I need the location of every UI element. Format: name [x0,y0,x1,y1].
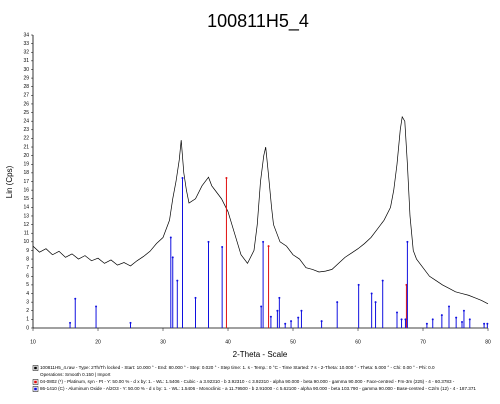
x-tick-label: 40 [225,339,231,345]
legend-color [34,366,37,370]
x-tick-label: 70 [420,339,426,345]
x-tick-label: 30 [160,339,166,345]
y-axis-label: Lin (Cps) [5,165,14,198]
y-tick-label: 34 [23,32,29,38]
y-tick-label: 18 [23,170,29,176]
stick-marker [468,318,471,321]
legend-color [34,387,37,391]
y-tick-label: 10 [23,239,29,245]
stick-marker [171,256,174,259]
y-tick-label: 13 [23,213,29,219]
y-tick-label: 8 [26,256,29,262]
legend-label: 86-1410 (C) - Aluminum Oxide - Al2O3 - Y… [40,386,476,391]
stick-marker [357,283,360,286]
stick-marker [374,301,377,304]
stick-marker [448,305,450,308]
x-tick-label: 10 [30,339,36,345]
stick-marker [284,322,287,325]
stick-marker [69,321,72,324]
y-tick-label: 2 [26,308,29,314]
y-tick-label: 11 [24,231,29,237]
pattern-line [32,115,489,305]
stick-marker [221,245,224,248]
y-tick-label: 20 [23,153,29,159]
y-tick-label: 6 [26,274,29,280]
y-tick-label: 1 [26,317,29,323]
y-tick-label: 7 [26,265,29,271]
stick-marker [431,318,434,321]
stick-marker [169,236,172,239]
y-tick-label: 21 [23,144,29,150]
y-tick-label: 27 [23,93,29,99]
stick-marker [269,315,272,318]
stick-marker [404,318,407,321]
x-tick-label: 50 [290,339,296,345]
stick-marker [320,320,323,323]
y-tick-label: 15 [23,196,29,202]
stick-marker [486,322,489,325]
y-tick-label: 19 [23,162,29,168]
stick-marker [74,297,77,300]
y-tick-label: 3 [26,299,29,305]
stick-marker [95,305,98,308]
stick-marker [181,177,184,180]
y-tick-label: 12 [23,222,29,228]
stick-marker [455,316,458,319]
legend-color [34,380,37,384]
stick-marker [400,318,403,321]
y-tick-label: 32 [23,50,29,56]
y-tick-label: 9 [26,248,29,254]
x-tick-label: 20 [95,339,101,345]
y-tick-label: 23 [23,127,29,133]
stick-marker [461,320,463,323]
y-tick-label: 30 [23,67,29,73]
y-tick-label: 16 [23,187,29,193]
x-tick-label: 60 [355,339,361,345]
stick-marker [207,240,210,243]
y-tick-label: 17 [23,179,29,185]
stick-marker [483,322,486,325]
y-tick-label: 25 [23,110,29,116]
legend-label: 04-0802 (*) - Platinum, syn - Pt - Y: 50… [40,379,455,384]
legend-label: 100811H5_4.raw - Type: 2Th/Th locked - S… [40,365,435,370]
stick-marker [440,314,443,317]
y-tick-label: 31 [23,58,29,64]
y-tick-label: 14 [23,205,29,211]
y-tick-label: 4 [26,291,29,297]
x-tick-label: 80 [485,339,491,345]
y-tick-label: 0 [26,325,29,331]
stick-marker [425,322,428,325]
y-tick-label: 29 [23,75,29,81]
stick-marker [194,296,197,299]
stick-marker [278,296,281,299]
stick-marker [276,309,279,312]
stick-marker [370,292,373,295]
legend-note: Operations: Smooth 0.150 | Import [40,372,111,377]
chart-title: 100811H5_4 [207,11,309,32]
y-tick-label: 22 [23,136,29,142]
stick-marker [396,311,398,314]
y-tick-label: 5 [26,282,29,288]
y-tick-label: 26 [23,101,29,107]
stick-marker [267,245,270,248]
stick-marker [462,309,465,312]
stick-marker [262,240,265,243]
stick-marker [225,177,228,180]
x-axis-label: 2-Theta - Scale [233,350,288,359]
stick-marker [297,316,300,319]
stick-marker [290,320,293,323]
y-tick-label: 28 [23,84,29,90]
stick-marker [260,305,263,308]
stick-marker [129,321,132,324]
y-tick-label: 24 [23,119,29,125]
stick-marker [406,240,409,243]
stick-marker [300,309,303,312]
stick-marker [336,301,339,304]
stick-marker [176,279,179,282]
y-tick-label: 33 [23,41,29,47]
stick-marker [381,279,384,282]
